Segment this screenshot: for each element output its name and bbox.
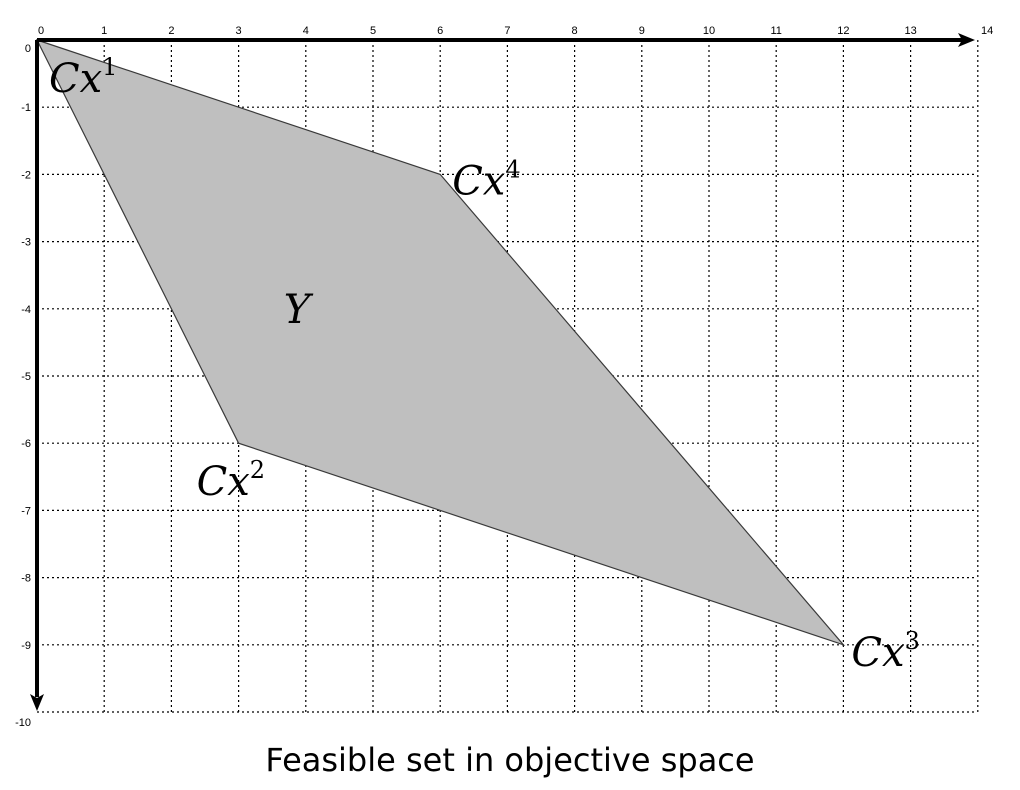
x-tick-label: 12: [837, 25, 849, 37]
y-tick-label: -6: [21, 438, 31, 450]
y-tick-label: -5: [21, 371, 31, 383]
vertex-labels: Cx1 Cx4 Cx3 Cx2 Y: [49, 53, 920, 676]
y-tick-label: -2: [21, 169, 31, 181]
x-tick-label: 14: [981, 25, 993, 37]
x-tick-label: 11: [770, 25, 781, 37]
x-axis-arrowhead: [958, 33, 975, 47]
tick-labels: 0 1 2 3 4 5 6 7 8 9 10 11 12 13 140-1-2-3-4-5-6-7-8-9-…: [15, 25, 993, 729]
vertex-label-cx2: Cx2: [197, 456, 265, 505]
figure-caption: Feasible set in objective space: [265, 741, 755, 779]
region-label: Y: [284, 287, 314, 333]
y-tick-label: -7: [21, 505, 31, 517]
vertex-label-cx1: Cx1: [49, 53, 117, 102]
vertex-label-cx3: Cx3: [851, 627, 919, 676]
y-tick-label: -1: [21, 102, 31, 114]
feasible-region-polygon: [35, 38, 846, 647]
x-tick-label: 9: [639, 25, 645, 37]
y-axis-arrowhead: [30, 694, 44, 711]
vertex-label-cx4: Cx4: [452, 155, 520, 204]
y-tick-label: 0: [25, 43, 31, 55]
x-tick-label: 0: [38, 25, 44, 37]
x-tick-label: 7: [504, 25, 510, 37]
x-tick-label: 10: [703, 25, 715, 37]
y-tick-label: -9: [21, 640, 31, 652]
x-tick-label: 13: [904, 25, 916, 37]
x-tick-label: 4: [303, 25, 309, 37]
y-tick-label: -4: [21, 304, 31, 316]
y-tick-label: -10: [15, 717, 31, 729]
x-tick-label: 5: [370, 25, 376, 37]
axes: [30, 33, 975, 711]
y-tick-label: -8: [21, 573, 31, 585]
x-tick-label: 6: [437, 25, 443, 37]
grid: [37, 40, 979, 713]
feasible-set-diagram: 0 1 2 3 4 5 6 7 8 9 10 11 12 13 140-1-2-3-4-5-6-7-8-9-…: [15, 25, 993, 729]
x-tick-label: 3: [236, 25, 242, 37]
y-tick-label: -3: [21, 237, 31, 249]
x-tick-label: 2: [168, 25, 174, 37]
x-tick-label: 1: [101, 25, 107, 37]
x-tick-label: 8: [572, 25, 578, 37]
